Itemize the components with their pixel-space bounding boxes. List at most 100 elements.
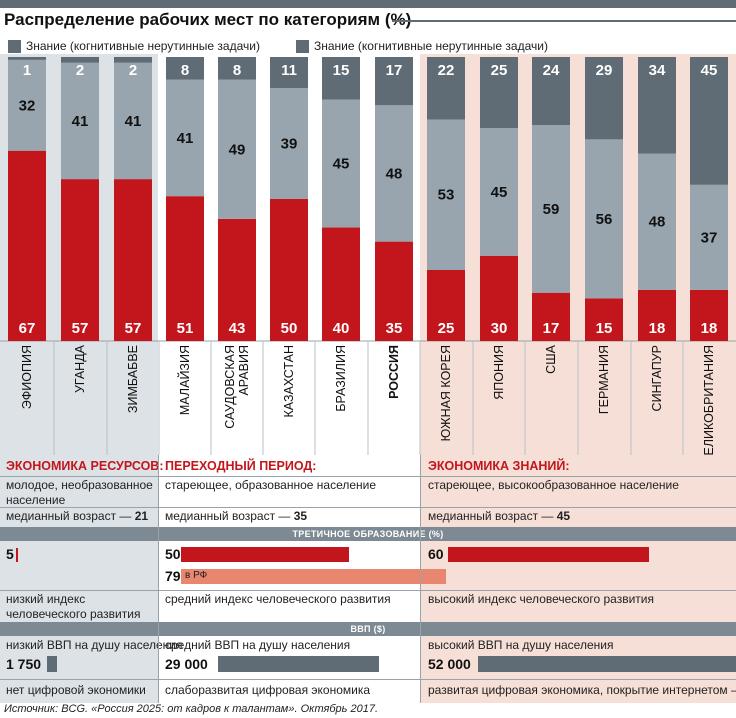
tertiary-value-knowledge: 60	[428, 546, 444, 562]
value-label-knowledge: 2	[76, 62, 84, 79]
bar-segment-manual	[532, 292, 570, 341]
value-label-knowledge: 8	[181, 62, 189, 79]
value-label-manual: 18	[701, 320, 718, 337]
value-label-routine: 56	[596, 211, 613, 228]
value-label-manual: 17	[543, 320, 560, 337]
bar-segment-routine	[322, 99, 360, 228]
group-title-knowledge: ЭКОНОМИКА ЗНАНИЙ:	[428, 459, 570, 473]
gdp-value-transition: 29 000	[165, 656, 208, 672]
legend-item-1: Знание (когнитивные нерутинные задачи)	[8, 38, 260, 54]
bar-segment-manual	[8, 150, 46, 341]
gdp-value-knowledge: 52 000	[428, 656, 471, 672]
bar-segment-knowledge	[270, 57, 308, 89]
value-label-manual: 40	[333, 320, 350, 337]
value-label-knowledge: 2	[129, 62, 137, 79]
category-label: РОССИЯ	[387, 345, 401, 399]
value-label-manual: 51	[177, 320, 194, 337]
row-divider	[0, 590, 736, 591]
tertiary-bar-transition	[181, 547, 349, 562]
population-resources: молодое, необразованное население	[6, 478, 153, 507]
bar-segment-knowledge	[218, 57, 256, 80]
row-divider	[0, 476, 736, 477]
bar-segment-routine	[218, 79, 256, 219]
legend-swatch-2	[296, 39, 309, 53]
digital-transition: слаборазвитая цифровая экономика	[165, 683, 371, 697]
category-label: США	[544, 344, 558, 373]
gdp-bar-knowledge	[478, 656, 736, 672]
gdp-title: ВВП ($)	[0, 622, 736, 636]
bar-segment-manual	[585, 298, 623, 341]
group-title-transition: ПЕРЕХОДНЫЙ ПЕРИОД:	[165, 459, 317, 473]
category-label: КАЗАХСТАН	[282, 345, 296, 418]
gdp-label-knowledge: высокий ВВП на душу населения	[428, 638, 614, 652]
chart-title: Распределение рабочих мест по категориям…	[4, 10, 412, 29]
bar-segment-knowledge	[585, 57, 623, 140]
value-label-knowledge: 29	[596, 62, 613, 79]
category-label: БРАЗИЛИЯ	[334, 345, 348, 412]
digital-knowledge: развитая цифровая экономика, покрытие ин…	[428, 683, 736, 697]
bar-segment-routine	[61, 62, 99, 180]
legend-item-2: Знание (когнитивные нерутинные задачи)	[296, 38, 548, 54]
bar-segment-manual	[375, 241, 413, 341]
value-label-knowledge: 15	[333, 62, 350, 79]
value-label-manual: 15	[596, 320, 613, 337]
title-rule	[392, 20, 736, 22]
bar-segment-routine	[427, 119, 465, 270]
value-label-knowledge: 22	[438, 62, 455, 79]
median-age-value: 45	[556, 509, 571, 523]
value-label-knowledge: 17	[386, 62, 403, 79]
bar-segment-knowledge	[690, 57, 728, 185]
category-label: ЮЖНАЯ КОРЕЯ	[439, 345, 453, 441]
bar-segment-routine	[166, 79, 204, 197]
legend-label-1: Знание (когнитивные нерутинные задачи)	[26, 39, 260, 53]
bar-segment-knowledge	[114, 57, 152, 63]
gdp-bar-resources	[47, 656, 57, 672]
tertiary-education-title: ТРЕТИЧНОЕ ОБРАЗОВАНИЕ (%)	[0, 527, 736, 541]
gdp-bar-transition	[218, 656, 379, 672]
value-label-manual: 30	[491, 320, 508, 337]
bar-segment-routine	[585, 139, 623, 299]
value-label-knowledge: 8	[233, 62, 241, 79]
value-label-routine: 39	[281, 136, 298, 153]
category-label: САУДОВСКАЯ	[223, 345, 237, 429]
tertiary-value-resources: 5	[6, 546, 14, 562]
bar-segment-manual	[61, 179, 99, 341]
value-label-knowledge: 24	[543, 62, 560, 79]
median-age-resources: медианный возраст — 21	[6, 509, 149, 523]
value-label-knowledge: 45	[701, 62, 718, 79]
column-divider	[158, 455, 159, 703]
median-age-knowledge: медианный возраст — 45	[428, 509, 571, 523]
stacked-bar-chart: 67 32 1 57 41 2 57 41 2 51 41 8 43 49 8 50 39 11 40 45 15 35 4…	[0, 54, 736, 455]
value-label-manual: 18	[649, 320, 666, 337]
bar-segment-routine	[114, 62, 152, 180]
value-label-manual: 25	[438, 320, 455, 337]
row-divider	[0, 679, 736, 680]
bar-segment-manual	[427, 270, 465, 341]
value-label-manual: 35	[386, 320, 403, 337]
bar-segment-routine	[8, 59, 46, 151]
value-label-routine: 45	[333, 156, 350, 173]
bar-segment-knowledge	[166, 57, 204, 80]
tertiary-bar-resources	[16, 548, 18, 562]
value-label-routine: 45	[491, 184, 508, 201]
bar-segment-manual	[166, 196, 204, 341]
value-label-routine: 48	[649, 214, 666, 231]
bar-segment-manual	[638, 289, 676, 341]
bar-segment-manual	[114, 179, 152, 341]
bar-segment-manual	[322, 227, 360, 341]
value-label-knowledge: 34	[649, 62, 666, 79]
gdp-label-transition: средний ВВП на душу населения	[165, 638, 351, 652]
value-label-manual: 50	[281, 320, 298, 337]
value-label-routine: 53	[438, 187, 455, 204]
bar-segment-routine	[638, 153, 676, 290]
bar-segment-manual	[690, 289, 728, 341]
bar-segment-knowledge	[322, 57, 360, 100]
value-label-manual: 67	[19, 320, 36, 337]
bar-segment-knowledge	[427, 57, 465, 120]
bar-segment-knowledge	[532, 57, 570, 126]
category-label: ВЕЛИКОБРИТАНИЯ	[702, 345, 716, 455]
value-label-knowledge: 11	[281, 62, 297, 79]
bar-segment-routine	[532, 125, 570, 293]
category-label: СИНГАПУР	[650, 345, 664, 411]
legend-label-2: Знание (когнитивные нерутинные задачи)	[314, 39, 548, 53]
